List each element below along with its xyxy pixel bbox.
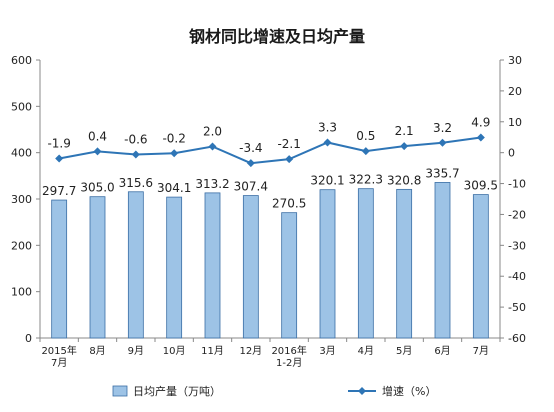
bar-value-label: 307.4 [234, 180, 268, 194]
line-point [208, 142, 217, 151]
left-tick-label: 500 [11, 100, 32, 113]
right-tick-label: -40 [508, 270, 526, 283]
right-tick-label: -30 [508, 239, 526, 252]
line-point [246, 159, 255, 168]
bar-series: 297.7 305.0 315.6 304.1 313.2 307.4 270.5 320.1… [42, 166, 498, 339]
axes: 0 100 200 300 400 500 600 -60 -50 -40 -30 -20 -10 0 10… [11, 54, 526, 369]
line-value-label: -0.6 [124, 133, 147, 147]
right-tick-label: 0 [508, 147, 515, 160]
x-tick-label: 7月 [51, 357, 67, 369]
line-point [323, 138, 332, 147]
right-tick-label: 10 [508, 116, 522, 129]
right-tick-label: -20 [508, 208, 526, 221]
line-value-label: 0.5 [356, 129, 375, 143]
line-point [361, 147, 370, 156]
bar [204, 192, 221, 339]
left-tick-label: 0 [25, 332, 32, 345]
bar [242, 195, 259, 339]
bar-value-label: 297.7 [42, 184, 76, 198]
line-point [55, 154, 64, 163]
bar [89, 196, 106, 339]
right-tick-label: -50 [508, 301, 526, 314]
chart-title: 钢材同比增速及日均产量 [189, 27, 365, 46]
bar-value-label: 315.6 [119, 176, 153, 190]
bar [281, 212, 298, 339]
line-point [170, 149, 179, 158]
bar [166, 196, 183, 339]
growth-line [58, 136, 481, 165]
line-value-label: -1.9 [47, 137, 70, 151]
right-tick-label: -60 [508, 332, 526, 345]
x-tick-label: 12月 [239, 345, 262, 357]
line-point [476, 133, 485, 142]
bar-value-label: 320.8 [387, 173, 421, 187]
x-tick-label: 11月 [201, 345, 224, 357]
line-value-label: 3.2 [433, 121, 452, 135]
bar [51, 199, 68, 339]
bar [396, 188, 413, 339]
line-value-label: 2.0 [203, 124, 222, 138]
bar-value-label: 309.5 [464, 179, 498, 193]
right-tick-label: 20 [508, 85, 522, 98]
x-tick-label: 8月 [89, 345, 105, 357]
line-value-label: 0.4 [88, 129, 107, 143]
line-value-label: 2.1 [395, 124, 414, 138]
x-tick-label: 9月 [128, 345, 144, 357]
x-tick-label: 7月 [473, 345, 489, 357]
line-point [438, 138, 447, 147]
x-tick-label: 5月 [396, 345, 412, 357]
bar-value-label: 304.1 [157, 181, 191, 195]
legend: 日均产量（万吨） 增速（%） [112, 384, 436, 398]
line-point [93, 147, 102, 156]
line-value-label: 3.3 [318, 120, 337, 134]
left-tick-label: 300 [11, 193, 32, 206]
bar [127, 191, 144, 339]
x-tick-label: 3月 [319, 345, 335, 357]
bar-value-label: 322.3 [349, 173, 383, 187]
line-point [285, 155, 294, 164]
left-tick-label: 100 [11, 286, 32, 299]
x-tick-label: 2016年 [271, 344, 306, 357]
line-point [400, 142, 409, 151]
right-tick-label: 30 [508, 54, 522, 67]
x-tick-label: 1-2月 [276, 357, 302, 369]
legend-bar-label: 日均产量（万吨） [133, 384, 221, 398]
bar-value-label: 305.0 [80, 181, 114, 195]
left-tick-label: 400 [11, 147, 32, 160]
legend-bar-swatch [112, 385, 128, 397]
bar [472, 194, 489, 339]
bar [357, 188, 374, 339]
legend-line-label: 增速（%） [382, 384, 436, 398]
line-value-label: 4.9 [471, 116, 490, 130]
right-tick-label: -10 [508, 178, 526, 191]
line-value-label: -0.2 [162, 131, 185, 145]
bar [319, 189, 336, 339]
bar [434, 182, 451, 339]
left-tick-label: 200 [11, 239, 32, 252]
bar-value-label: 335.7 [425, 166, 459, 180]
line-point [131, 150, 140, 159]
x-tick-label: 2015年 [41, 344, 76, 357]
left-tick-label: 600 [11, 54, 32, 67]
x-tick-label: 10月 [163, 345, 186, 357]
line-value-label: -3.4 [239, 141, 262, 155]
line-value-label: -2.1 [277, 137, 300, 151]
legend-line-marker [358, 387, 366, 395]
bar-value-label: 270.5 [272, 197, 306, 211]
x-tick-label: 4月 [358, 345, 374, 357]
line-series: -1.9 0.4 -0.6 -0.2 2.0 -3.4 -2.1 3.3 0.5 2.1 3.2 4.… [47, 116, 490, 168]
x-tick-label: 6月 [434, 345, 450, 357]
bar-value-label: 320.1 [310, 174, 344, 188]
bar-value-label: 313.2 [195, 177, 229, 191]
